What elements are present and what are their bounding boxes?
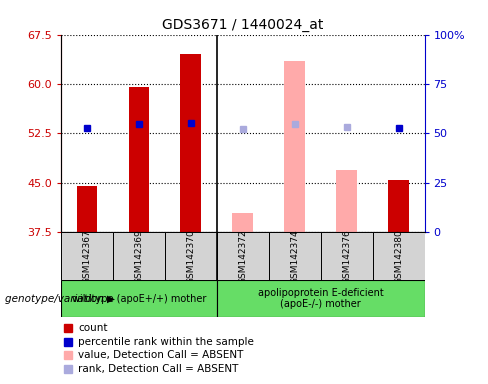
Text: GSM142380: GSM142380: [394, 229, 403, 284]
Bar: [388, 180, 409, 232]
Text: percentile rank within the sample: percentile rank within the sample: [78, 337, 254, 347]
Text: apolipoprotein E-deficient
(apoE-/-) mother: apolipoprotein E-deficient (apoE-/-) mot…: [258, 288, 384, 310]
Text: count: count: [78, 323, 107, 333]
Bar: [61, 280, 217, 317]
Text: GSM142369: GSM142369: [134, 229, 143, 284]
Bar: [269, 232, 321, 280]
Text: rank, Detection Call = ABSENT: rank, Detection Call = ABSENT: [78, 364, 239, 374]
Text: GSM142372: GSM142372: [238, 229, 247, 284]
Bar: [232, 213, 253, 232]
Bar: [373, 232, 425, 280]
Bar: [336, 170, 357, 232]
Bar: [181, 55, 201, 232]
Bar: [285, 61, 305, 232]
Title: GDS3671 / 1440024_at: GDS3671 / 1440024_at: [162, 18, 324, 32]
Text: genotype/variation ▶: genotype/variation ▶: [5, 293, 115, 304]
Bar: [77, 186, 98, 232]
Bar: [61, 232, 113, 280]
Bar: [128, 87, 149, 232]
Bar: [321, 232, 373, 280]
Bar: [217, 280, 425, 317]
Bar: [217, 232, 269, 280]
Text: GSM142376: GSM142376: [342, 229, 351, 284]
Text: GSM142374: GSM142374: [290, 229, 299, 284]
Text: wildtype (apoE+/+) mother: wildtype (apoE+/+) mother: [72, 293, 206, 304]
Bar: [165, 232, 217, 280]
Bar: [113, 232, 165, 280]
Text: value, Detection Call = ABSENT: value, Detection Call = ABSENT: [78, 350, 244, 360]
Text: GSM142367: GSM142367: [82, 229, 91, 284]
Text: GSM142370: GSM142370: [186, 229, 195, 284]
